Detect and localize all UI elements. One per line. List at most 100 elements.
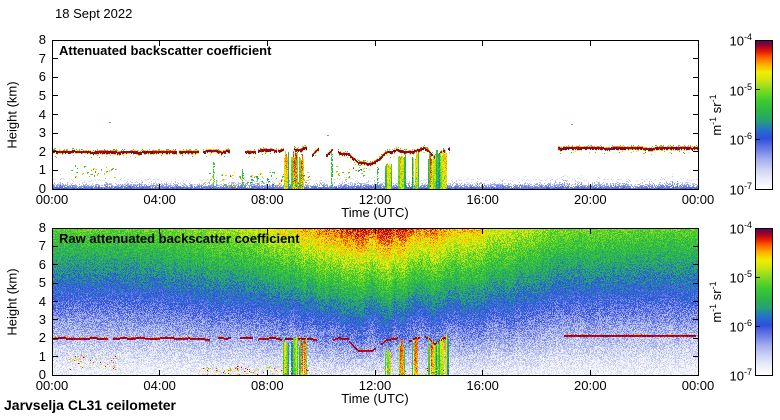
colorbar-bottom (755, 228, 773, 376)
y-tick-mark (53, 114, 58, 115)
y-tick-mark (693, 151, 698, 152)
colorbar-tick-label: 10-5 (729, 269, 752, 286)
y-tick-mark (693, 338, 698, 339)
colorbar-unit-bottom: m-1 sr-1 (707, 281, 725, 323)
x-tick-label: 00:00 (35, 192, 69, 207)
height-axis-label-bottom: Height (km) (4, 268, 20, 336)
y-tick-mark (693, 40, 698, 41)
y-tick-label: 6 (38, 69, 46, 85)
x-tick-mark (698, 41, 699, 46)
x-tick-mark (267, 41, 268, 46)
y-tick-mark (53, 283, 58, 284)
y-tick-mark (693, 58, 698, 59)
y-tick-label: 2 (38, 143, 46, 159)
x-tick-label: 04:00 (143, 378, 176, 393)
y-tick-label: 1 (38, 162, 46, 178)
x-tick-mark (159, 184, 160, 189)
attenuated-backscatter-panel: Attenuated backscatter coefficient (52, 40, 699, 190)
x-tick-mark (267, 184, 268, 189)
y-tick-mark (693, 114, 698, 115)
x-tick-mark (590, 41, 591, 46)
x-axis-label-bottom: Time (UTC) (341, 391, 409, 406)
y-tick-mark (53, 319, 58, 320)
date-label: 18 Sept 2022 (55, 6, 133, 21)
x-tick-mark (375, 229, 376, 234)
y-tick-label: 8 (38, 32, 46, 47)
colorbar-tick-label: 10-6 (729, 131, 752, 148)
x-tick-mark (267, 370, 268, 375)
y-tick-label: 7 (38, 50, 46, 66)
x-tick-mark (52, 41, 53, 46)
y-tick-mark (53, 95, 58, 96)
colorbar-tick-label: 10-4 (729, 32, 752, 49)
x-tick-mark (698, 229, 699, 234)
y-tick-mark (693, 189, 698, 190)
y-tick-mark (53, 170, 58, 171)
x-tick-mark (482, 41, 483, 46)
y-tick-label: 1 (38, 348, 46, 364)
raw-backscatter-panel: Raw attenuated backscatter coefficient (52, 228, 699, 376)
colorbar-unit-top: m-1 sr-1 (707, 94, 725, 136)
x-tick-mark (159, 370, 160, 375)
y-tick-mark (53, 338, 58, 339)
x-axis-label-top: Time (UTC) (341, 205, 409, 220)
x-tick-mark (375, 41, 376, 46)
x-tick-label: 00:00 (681, 378, 715, 393)
y-tick-mark (53, 189, 58, 190)
colorbar-tick-label: 10-7 (729, 181, 752, 198)
y-tick-mark (693, 133, 698, 134)
y-tick-mark (693, 283, 698, 284)
x-tick-label: 20:00 (574, 378, 607, 393)
colorbar-tick-mark (756, 375, 760, 376)
colorbar-top-canvas (756, 41, 772, 189)
x-tick-mark (375, 370, 376, 375)
colorbar-tick-mark (756, 277, 760, 278)
x-tick-mark (590, 229, 591, 234)
y-tick-label: 8 (38, 220, 46, 235)
colorbar-tick-label: 10-5 (729, 81, 752, 98)
y-tick-mark (53, 301, 58, 302)
x-tick-mark (482, 229, 483, 234)
x-tick-label: 08:00 (251, 378, 284, 393)
x-tick-mark (590, 184, 591, 189)
y-tick-label: 4 (38, 293, 46, 309)
raw-panel-title: Raw attenuated backscatter coefficient (59, 231, 300, 246)
y-tick-mark (53, 246, 58, 247)
x-tick-mark (698, 370, 699, 375)
x-tick-label: 00:00 (681, 192, 715, 207)
x-tick-mark (267, 229, 268, 234)
x-tick-mark (52, 184, 53, 189)
x-tick-label: 20:00 (574, 192, 607, 207)
y-tick-label: 6 (38, 256, 46, 272)
y-tick-mark (53, 356, 58, 357)
y-tick-label: 7 (38, 238, 46, 254)
y-tick-label: 0 (38, 181, 46, 196)
y-tick-mark (693, 170, 698, 171)
colorbar-tick-mark (756, 139, 760, 140)
x-tick-mark (52, 229, 53, 234)
y-tick-mark (53, 375, 58, 376)
x-tick-mark (375, 184, 376, 189)
y-tick-label: 5 (38, 87, 46, 103)
x-tick-mark (482, 184, 483, 189)
x-tick-label: 00:00 (35, 378, 69, 393)
x-tick-mark (159, 229, 160, 234)
attenuated-panel-title: Attenuated backscatter coefficient (59, 43, 272, 58)
x-tick-label: 04:00 (143, 192, 176, 207)
y-tick-mark (693, 319, 698, 320)
y-tick-label: 4 (38, 106, 46, 122)
y-tick-label: 3 (38, 311, 46, 327)
colorbar-tick-mark (756, 89, 760, 90)
y-tick-mark (53, 228, 58, 229)
y-tick-mark (53, 77, 58, 78)
colorbar-tick-label: 10-4 (729, 220, 752, 237)
y-tick-label: 3 (38, 125, 46, 141)
y-tick-mark (693, 95, 698, 96)
colorbar-tick-mark (756, 228, 760, 229)
y-tick-mark (693, 301, 698, 302)
colorbar-tick-mark (756, 189, 760, 190)
y-tick-mark (53, 151, 58, 152)
instrument-label: Jarvselja CL31 ceilometer (4, 397, 176, 413)
y-tick-mark (693, 264, 698, 265)
